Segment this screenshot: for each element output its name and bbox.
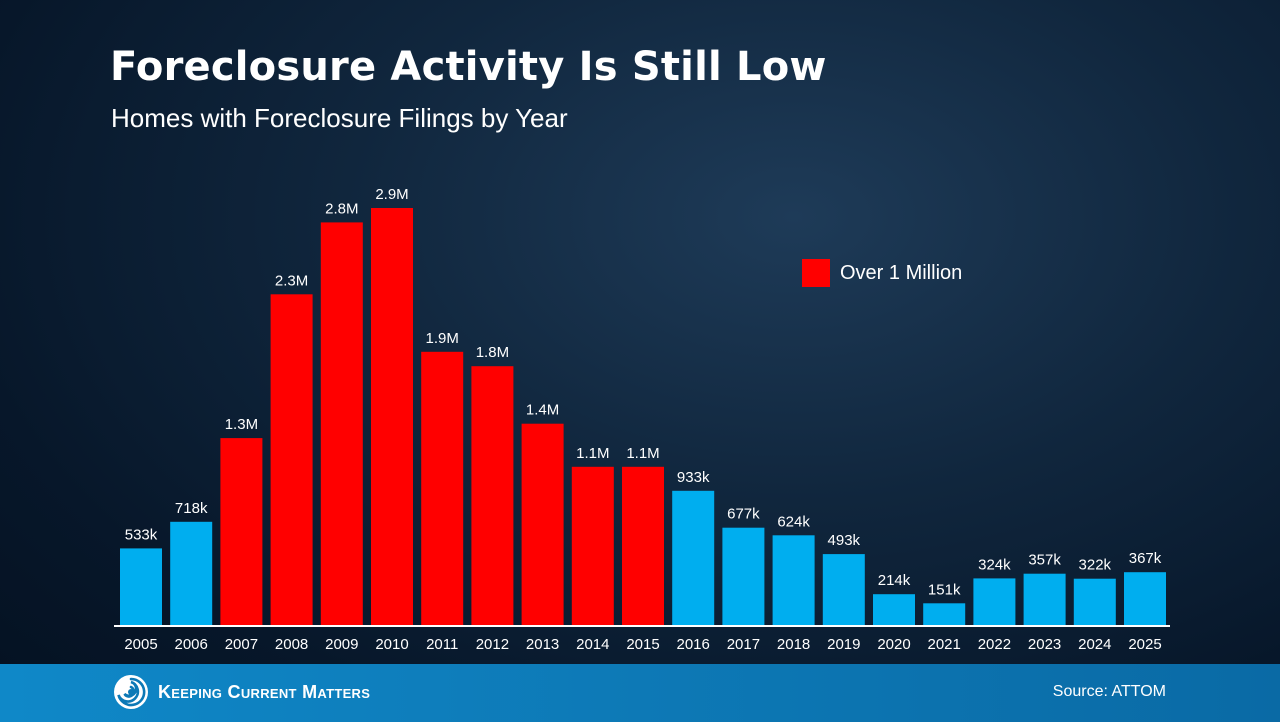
bar-2024 [1073, 578, 1116, 625]
legend-swatch [802, 259, 830, 287]
bar-2020 [873, 594, 915, 625]
swirl-logo-icon [114, 675, 148, 709]
data-label-2022: 324k [978, 556, 1011, 573]
bar-chart: 533k 2005 718k 2006 1.3M 2007 2.3M 2008 2.8M 2009… [120, 186, 1166, 653]
bar-2017 [722, 527, 765, 625]
data-label-2013: 1.4M [526, 402, 559, 419]
x-tick-label-2021: 2021 [928, 636, 961, 653]
bar-2008 [270, 294, 313, 625]
source-text: Source: ATTOM [1052, 683, 1166, 700]
data-label-2025: 367k [1129, 550, 1162, 567]
x-tick-label-2006: 2006 [175, 636, 208, 653]
x-tick-label-2017: 2017 [727, 636, 760, 653]
data-label-2011: 1.9M [426, 330, 459, 347]
x-tick-label-2013: 2013 [526, 636, 559, 653]
x-tick-label-2019: 2019 [827, 636, 860, 653]
data-label-2018: 624k [777, 513, 810, 530]
chart-title: Foreclosure Activity Is Still Low [110, 44, 827, 90]
data-label-2024: 322k [1079, 557, 1112, 574]
bar-2012 [471, 366, 514, 625]
bar-2022 [973, 578, 1016, 625]
legend-label: Over 1 Million [840, 261, 963, 284]
data-label-2015: 1.1M [626, 445, 659, 462]
bar-2018 [772, 535, 815, 625]
bar-2013 [521, 423, 564, 625]
bar-2011 [421, 351, 464, 625]
data-label-2019: 493k [828, 532, 861, 549]
x-tick-label-2015: 2015 [626, 636, 659, 653]
bar-2016 [672, 490, 715, 625]
bar-2006 [170, 521, 213, 625]
x-tick-label-2024: 2024 [1078, 636, 1111, 653]
x-tick-label-2011: 2011 [426, 636, 458, 653]
data-label-2017: 677k [727, 506, 760, 523]
x-tick-label-2023: 2023 [1028, 636, 1061, 653]
data-label-2009: 2.8M [325, 200, 358, 217]
x-tick-label-2010: 2010 [375, 636, 408, 653]
bar-2007 [220, 438, 263, 625]
data-label-2021: 151k [928, 581, 961, 598]
x-tick-label-2005: 2005 [124, 636, 157, 653]
data-label-2020: 214k [878, 572, 911, 589]
data-label-2012: 1.8M [476, 344, 509, 361]
bar-2021 [923, 603, 966, 625]
data-label-2007: 1.3M [225, 416, 258, 433]
x-tick-label-2016: 2016 [677, 636, 710, 653]
bar-2025 [1124, 572, 1166, 625]
x-tick-label-2012: 2012 [476, 636, 509, 653]
data-label-2010: 2.9M [375, 186, 408, 203]
legend: Over 1 Million [802, 259, 962, 287]
data-label-2005: 533k [125, 526, 158, 543]
bar-2019 [822, 554, 865, 625]
x-tick-label-2014: 2014 [576, 636, 609, 653]
data-label-2014: 1.1M [576, 445, 609, 462]
bar-2005 [120, 548, 162, 625]
x-tick-label-2025: 2025 [1128, 636, 1161, 653]
data-label-2006: 718k [175, 500, 208, 517]
brand-name: Keeping Current Matters [158, 681, 371, 702]
bar-2014 [571, 466, 614, 625]
x-tick-label-2022: 2022 [978, 636, 1011, 653]
brand-logo: Keeping Current Matters [112, 673, 370, 711]
x-tick-label-2018: 2018 [777, 636, 810, 653]
bar-2015 [622, 466, 664, 625]
x-tick-label-2020: 2020 [877, 636, 910, 653]
data-label-2016: 933k [677, 469, 710, 486]
footer-bar: Keeping Current Matters Source: ATTOM [0, 664, 1280, 722]
bar-2010 [371, 208, 413, 625]
chart-subtitle: Homes with Foreclosure Filings by Year [111, 103, 568, 133]
bar-2009 [320, 222, 363, 625]
data-label-2023: 357k [1028, 552, 1061, 569]
data-label-2008: 2.3M [275, 272, 308, 289]
bar-2023 [1023, 573, 1066, 625]
x-tick-label-2007: 2007 [225, 636, 258, 653]
x-tick-label-2008: 2008 [275, 636, 308, 653]
x-tick-label-2009: 2009 [325, 636, 358, 653]
